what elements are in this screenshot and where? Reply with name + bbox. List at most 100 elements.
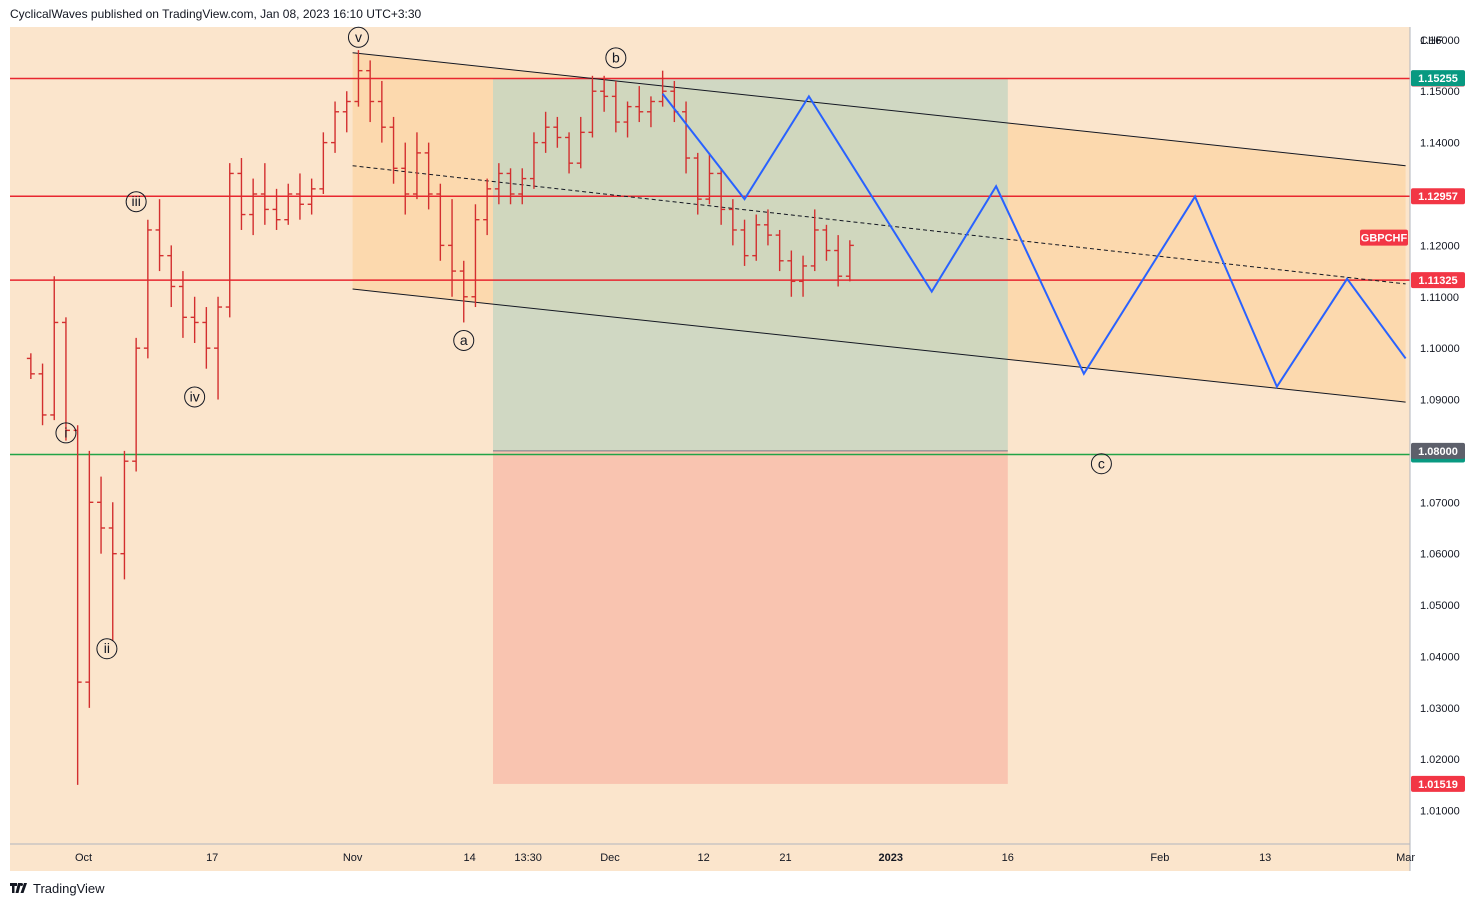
candle [752, 214, 761, 261]
wave-label-b: b [605, 47, 627, 69]
candle [389, 116, 398, 184]
y-tick-label: 1.03000 [1420, 703, 1460, 715]
price-badge-text: 1.11325 [1418, 275, 1457, 287]
x-tick-label: 16 [1002, 852, 1014, 864]
candle [518, 168, 527, 205]
candle [822, 224, 831, 261]
wave-label-circle [96, 638, 118, 660]
time-scale-background [10, 844, 1410, 871]
channel-middle-line[interactable] [352, 165, 1406, 285]
candle [506, 168, 515, 205]
candle [588, 75, 597, 138]
price-badge-text: 1.08000 [1418, 446, 1458, 458]
candle [155, 199, 164, 272]
wave-label-iii: iii [125, 191, 147, 213]
wave-label-circle [453, 329, 475, 351]
x-tick-label: 17 [206, 852, 218, 864]
candle [483, 178, 492, 236]
y-tick-label: 1.12000 [1420, 240, 1460, 252]
candle [787, 250, 796, 297]
candle [740, 219, 749, 266]
x-tick-label: 14 [463, 852, 475, 864]
candle [214, 296, 223, 400]
candle [424, 142, 433, 210]
candle [717, 168, 726, 225]
candle [61, 317, 70, 441]
tradingview-logo-icon [10, 882, 27, 893]
wave-label-text: v [355, 29, 362, 45]
candle [319, 132, 328, 194]
candle [342, 91, 351, 133]
stop-zone [493, 450, 1008, 784]
candle [763, 209, 772, 246]
candle [600, 75, 609, 112]
y-tick-label: 1.02000 [1420, 754, 1460, 766]
footer-brand[interactable]: TradingView [10, 881, 105, 896]
candle [799, 255, 808, 297]
price-badge-bg [1411, 70, 1465, 87]
wave-label-circle [184, 386, 206, 408]
y-tick-label: 1.09000 [1420, 395, 1460, 407]
wave-label-text: iv [190, 388, 200, 404]
candle [658, 70, 667, 107]
wave-label-a: a [453, 329, 475, 351]
candle [494, 163, 503, 205]
wave-projection-path[interactable] [661, 93, 1407, 389]
x-tick-label: Nov [343, 852, 363, 864]
price-badge-1.15255: 1.15255 [1411, 70, 1465, 87]
candle [237, 158, 246, 230]
x-tick-label: Dec [600, 852, 620, 864]
candle [26, 353, 35, 379]
candle [401, 142, 410, 215]
candle [143, 219, 152, 359]
wave-label-iv: iv [184, 386, 206, 408]
candle [459, 260, 468, 323]
wave-label-ii: ii [96, 638, 118, 660]
x-tick-label: 13:30 [514, 852, 542, 864]
wave-label-v: v [347, 26, 369, 48]
wave-label-circle [125, 191, 147, 213]
symbol-badge: GBPCHF [1360, 229, 1408, 246]
candle [366, 60, 375, 123]
price-badge-text: 1.01519 [1418, 779, 1458, 791]
wave-label-circle [347, 26, 369, 48]
price-badge-1.11325: 1.11325 [1411, 272, 1465, 289]
candle [354, 50, 363, 107]
wave-label-i: i [55, 422, 77, 444]
channel-upper-line[interactable] [352, 52, 1406, 167]
candle [225, 163, 234, 318]
price-badge-bg [1411, 442, 1465, 459]
candle [775, 229, 784, 272]
y-tick-label: 1.10000 [1420, 343, 1460, 355]
x-tick-label: Mar [1396, 852, 1415, 864]
x-tick-label: 12 [697, 852, 709, 864]
wave-label-text: a [460, 332, 468, 348]
candle [436, 183, 445, 261]
x-tick-label: Oct [75, 852, 92, 864]
candle [295, 173, 304, 220]
x-tick-label: 21 [779, 852, 791, 864]
candle [565, 132, 574, 174]
candle [307, 178, 316, 215]
x-tick-label: 2023 [879, 852, 903, 864]
candle [541, 111, 550, 153]
wave-label-text: c [1098, 455, 1105, 471]
candle [97, 476, 106, 554]
candle [611, 80, 620, 133]
price-badge-bg [1411, 188, 1465, 205]
y-tick-label: 1.05000 [1420, 600, 1460, 612]
channel-lower-line[interactable] [352, 288, 1406, 403]
y-tick-label: 1.16000 [1420, 35, 1460, 47]
candle [529, 132, 538, 189]
wave-label-text: b [612, 49, 620, 65]
candle [635, 86, 644, 123]
candle [576, 116, 585, 169]
price-badge-1.08000: 1.08000 [1411, 442, 1465, 459]
price-badge-bg [1411, 272, 1465, 289]
currency-label: CHF [1420, 35, 1443, 47]
tradingview-brand-label: TradingView [33, 881, 105, 896]
candle [845, 240, 854, 282]
candle [728, 199, 737, 246]
price-badge-text: 1.12957 [1418, 191, 1458, 203]
